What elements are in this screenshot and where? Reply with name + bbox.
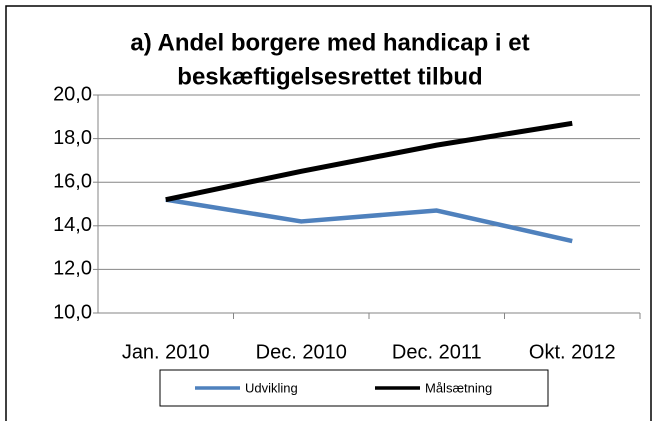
line-series [165,120,573,203]
y-tick-label: 10,0 [53,301,92,323]
x-tick-label: Dec. 2010 [256,341,347,363]
x-tick-label: Jan. 2010 [122,341,210,363]
y-tick-label: 18,0 [53,127,92,149]
legend-label: Udvikling [245,380,298,395]
chart-title: beskæftigelsesrettet tilbud [177,63,482,90]
chart-border [5,5,652,421]
y-tick-label: 16,0 [53,170,92,192]
y-tick-label: 12,0 [53,258,92,280]
x-tick-label: Dec. 2011 [392,341,482,363]
y-tick-label: 20,0 [53,83,92,105]
legend-label: Målsætning [425,380,492,395]
chart-title: a) Andel borgere med handicap i et [130,29,529,56]
y-tick-label: 14,0 [53,214,92,236]
line-series [165,197,573,244]
x-tick-label: Okt. 2012 [529,341,616,363]
